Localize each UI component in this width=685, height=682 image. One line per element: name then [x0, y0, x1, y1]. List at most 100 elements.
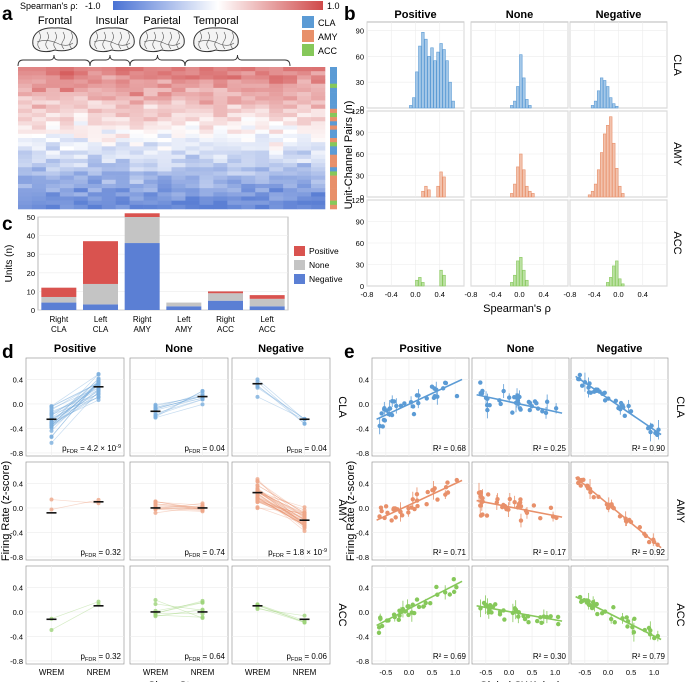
y-tick-label: -0.8 — [356, 553, 369, 562]
heatmap-cell — [87, 183, 103, 189]
unit-line — [257, 499, 305, 519]
unit-line — [257, 496, 305, 519]
unit-line — [155, 503, 203, 510]
heatmap-cell — [171, 92, 186, 97]
heatmap-cell — [115, 71, 130, 76]
heatmap-cell — [31, 104, 47, 110]
paired-frame — [25, 357, 125, 457]
data-point — [608, 616, 614, 622]
unit-line — [257, 607, 305, 623]
regression-line — [575, 375, 662, 436]
bar-none — [124, 217, 160, 244]
hist-bar — [510, 193, 514, 198]
heatmap-cell — [269, 133, 284, 139]
heatmap-cell — [241, 129, 256, 135]
unit-line — [257, 396, 305, 420]
category-label: Left — [94, 315, 108, 324]
data-point — [394, 403, 399, 409]
unit-point — [302, 508, 307, 513]
hist-bar — [590, 105, 595, 109]
heatmap-cell — [157, 163, 172, 168]
hist-bar — [600, 77, 604, 109]
unit-line — [257, 385, 305, 424]
heatmap-cell — [199, 100, 214, 105]
paired-frame — [231, 357, 331, 457]
data-point — [480, 512, 485, 517]
unit-point — [96, 394, 101, 399]
heatmap-cell — [115, 171, 130, 176]
plot-frame — [37, 216, 289, 311]
heatmap-cell — [185, 96, 200, 101]
col-header-none — [471, 8, 568, 21]
heatmap-cell — [143, 75, 158, 80]
heatmap-cell — [185, 138, 200, 143]
unit-line — [257, 497, 305, 526]
stripe-cell — [330, 154, 337, 160]
heatmap-cell — [297, 204, 312, 210]
heatmap-cell — [18, 179, 33, 185]
heatmap-cell — [199, 83, 214, 89]
heatmap-cell — [241, 108, 256, 114]
unit-point — [255, 384, 260, 389]
stripe-cell — [330, 204, 337, 210]
heatmap-cell — [241, 171, 256, 176]
heatmap-cell — [59, 179, 75, 185]
heatmap-cell — [185, 112, 200, 118]
heatmap-cell — [101, 196, 116, 201]
row-strip-label: AMY — [336, 499, 348, 524]
heatmap-cell — [185, 79, 200, 85]
heatmap-cell — [143, 204, 158, 210]
unit-line — [155, 506, 203, 514]
heatmap-cell — [227, 154, 242, 160]
unit-point — [49, 409, 54, 414]
p-value-label: pFDR = 0.64 — [185, 652, 226, 663]
heatmap-cell — [143, 100, 158, 105]
x-axis-title: Spearman's ρ — [483, 303, 551, 315]
heatmap-cell — [311, 92, 326, 97]
unit-line — [155, 599, 203, 619]
unit-line — [155, 398, 203, 414]
unit-line — [51, 387, 99, 409]
heatmap-cell — [129, 129, 144, 135]
paired-frame — [231, 565, 331, 665]
unit-point — [153, 500, 158, 505]
heatmap-cell — [255, 125, 270, 130]
heatmap-cell — [283, 179, 298, 185]
heatmap-cell — [143, 79, 158, 85]
x-tick-label: 0.0 — [613, 290, 623, 299]
heatmap-cell — [73, 71, 89, 76]
heatmap-cell — [283, 196, 298, 201]
heatmap-cell — [311, 108, 326, 114]
heatmap-cell — [18, 138, 33, 143]
heatmap-cell — [45, 179, 61, 185]
x-tick-label: -0.5 — [578, 668, 591, 677]
hist-bar — [603, 80, 607, 109]
hist-bar — [612, 265, 616, 287]
data-point — [599, 610, 605, 616]
data-point — [646, 539, 652, 545]
heatmap-cell — [171, 104, 186, 110]
x-tick-label: -0.4 — [385, 290, 398, 299]
unit-point — [96, 378, 101, 383]
heatmap-cell — [255, 167, 270, 172]
heatmap-cell — [171, 200, 186, 206]
heatmap-cell — [269, 175, 284, 181]
heatmap-cell — [18, 192, 33, 197]
x-tick-label: -0.5 — [379, 668, 392, 677]
y-tick-label: 50 — [27, 213, 35, 222]
heatmap-cell — [45, 150, 61, 156]
heatmap-cell — [18, 183, 33, 189]
y-tick-label: -0.4 — [10, 632, 23, 641]
heatmap-cell — [241, 87, 256, 93]
y-axis-title: Units (n) — [4, 245, 15, 283]
heatmap-cell — [115, 146, 130, 151]
heatmap-cell — [171, 179, 186, 185]
hist-bar — [442, 49, 446, 109]
hist-bar — [615, 260, 619, 287]
heatmap-cell — [311, 183, 326, 189]
y-axis-title: Firing Rate (z-score) — [0, 461, 12, 561]
heatmap-cell — [213, 129, 228, 135]
heatmap-cell — [311, 121, 326, 126]
heatmap-cell — [241, 146, 256, 151]
unit-line — [51, 378, 99, 426]
